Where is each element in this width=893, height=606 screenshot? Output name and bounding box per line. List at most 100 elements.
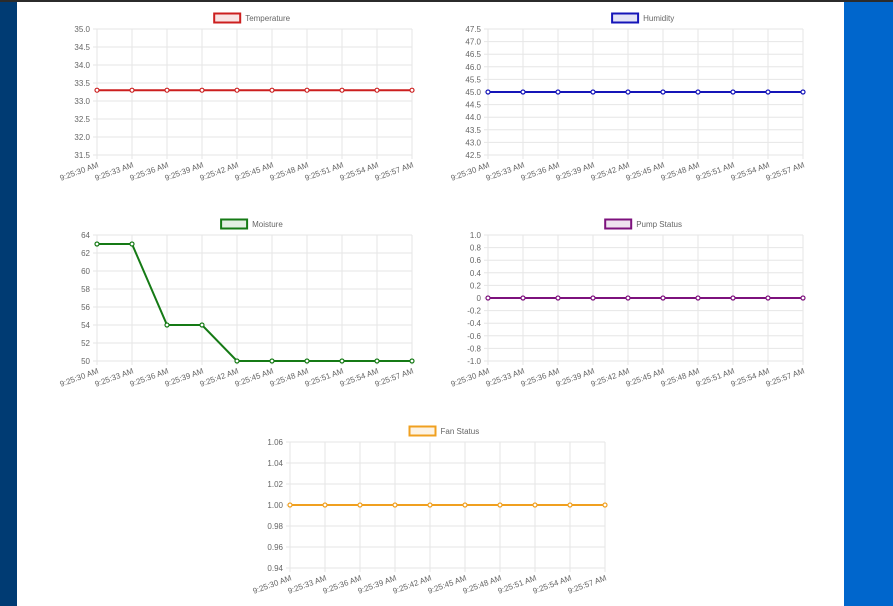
- data-point: [339, 87, 345, 93]
- page-background-left: [0, 2, 17, 606]
- x-tick-label: 9:25:51 AM: [497, 573, 538, 595]
- y-tick-label: 31.5: [74, 151, 90, 160]
- x-tick-label: 9:25:36 AM: [520, 160, 561, 182]
- data-point: [765, 295, 771, 301]
- x-tick-label: 9:25:57 AM: [374, 366, 415, 388]
- x-tick-label: 9:25:33 AM: [485, 160, 526, 182]
- data-point: [427, 502, 433, 508]
- y-tick-label: 58: [81, 285, 90, 294]
- y-tick-label: 34.5: [74, 43, 90, 52]
- legend-swatch: [220, 218, 249, 230]
- series-line: [97, 243, 412, 362]
- x-tick-label: 9:25:36 AM: [129, 160, 170, 182]
- y-tick-label: 1.04: [267, 459, 283, 468]
- data-point: [695, 89, 701, 95]
- y-tick-label: -0.6: [467, 332, 481, 341]
- x-tick-label: 9:25:33 AM: [94, 366, 135, 388]
- x-tick-label: 9:25:51 AM: [695, 366, 736, 388]
- x-tick-label: 9:25:39 AM: [555, 160, 596, 182]
- y-tick-label: 0: [477, 294, 482, 303]
- data-point: [94, 87, 100, 93]
- x-tick-label: 9:25:45 AM: [625, 160, 666, 182]
- y-tick-label: 1.00: [267, 501, 283, 510]
- legend-label: Pump Status: [636, 220, 682, 229]
- x-tick-label: 9:25:42 AM: [590, 366, 631, 388]
- y-tick-label: 46.0: [465, 63, 481, 72]
- y-tick-label: 0.94: [267, 564, 283, 573]
- data-point: [520, 89, 526, 95]
- x-tick-label: 9:25:54 AM: [730, 160, 771, 182]
- data-point: [590, 89, 596, 95]
- y-tick-label: -0.4: [467, 319, 481, 328]
- data-point: [199, 87, 205, 93]
- data-point: [520, 295, 526, 301]
- data-point: [269, 87, 275, 93]
- data-point: [555, 89, 561, 95]
- y-tick-label: 0.98: [267, 522, 283, 531]
- y-tick-label: 52: [81, 339, 90, 348]
- y-tick-label: 33.5: [74, 79, 90, 88]
- data-point: [602, 502, 608, 508]
- temperature-chart: 35.0 34.5 34.0 33.5 33.0 32.5 32.0 31.59:25:30 …: [59, 12, 415, 183]
- y-tick-label: 44.5: [465, 101, 481, 110]
- x-tick-label: 9:25:30 AM: [59, 160, 100, 182]
- data-point: [164, 87, 170, 93]
- y-tick-label: 0.6: [470, 256, 482, 265]
- data-point: [590, 295, 596, 301]
- x-tick-label: 9:25:42 AM: [199, 366, 240, 388]
- x-tick-label: 9:25:33 AM: [94, 160, 135, 182]
- x-tick-label: 9:25:48 AM: [660, 160, 701, 182]
- data-point: [497, 502, 503, 508]
- legend-label: Fan Status: [441, 427, 480, 436]
- grid: [93, 28, 413, 159]
- data-point: [374, 87, 380, 93]
- data-point: [485, 295, 491, 301]
- x-tick-label: 9:25:42 AM: [199, 160, 240, 182]
- grid: [286, 441, 606, 572]
- x-tick-label: 9:25:33 AM: [485, 366, 526, 388]
- y-tick-label: 33.0: [74, 97, 90, 106]
- x-tick-label: 9:25:57 AM: [374, 160, 415, 182]
- y-tick-label: 60: [81, 267, 90, 276]
- x-tick-label: 9:25:51 AM: [304, 160, 345, 182]
- data-point: [199, 322, 205, 328]
- y-tick-label: 1.0: [470, 231, 482, 240]
- y-tick-label: 0.2: [470, 281, 482, 290]
- data-point: [129, 87, 135, 93]
- data-point: [800, 89, 806, 95]
- data-point: [374, 358, 380, 364]
- data-point: [730, 295, 736, 301]
- data-point: [339, 358, 345, 364]
- x-tick-label: 9:25:51 AM: [695, 160, 736, 182]
- fan-status-chart: 1.061.041.021.000.980.960.949:25:30 AM9:…: [252, 425, 608, 596]
- x-tick-label: 9:25:39 AM: [555, 366, 596, 388]
- y-tick-label: 0.96: [267, 543, 283, 552]
- y-tick-label: 45.5: [465, 75, 481, 84]
- data-point: [660, 89, 666, 95]
- legend-label: Temperature: [245, 14, 290, 23]
- data-point: [532, 502, 538, 508]
- x-tick-label: 9:25:48 AM: [269, 160, 310, 182]
- humidity-chart: 47.5 47.0 46.5 46.0 45.5 45.0 44.5 44.0 43.5 43.0…: [450, 12, 806, 183]
- x-tick-label: 9:25:45 AM: [427, 573, 468, 595]
- x-tick-label: 9:25:39 AM: [164, 160, 205, 182]
- x-tick-label: 9:25:45 AM: [234, 160, 275, 182]
- data-point: [304, 87, 310, 93]
- y-tick-label: 34.0: [74, 61, 90, 70]
- grid: [93, 234, 413, 365]
- x-tick-label: 9:25:54 AM: [339, 366, 380, 388]
- data-point: [462, 502, 468, 508]
- x-tick-label: 9:25:33 AM: [287, 573, 328, 595]
- y-tick-label: 47.0: [465, 38, 481, 47]
- x-tick-label: 9:25:30 AM: [59, 366, 100, 388]
- y-tick-label: 50: [81, 357, 90, 366]
- data-point: [164, 322, 170, 328]
- y-tick-label: 0.4: [470, 269, 482, 278]
- legend-swatch: [604, 218, 633, 230]
- x-tick-label: 9:25:54 AM: [730, 366, 771, 388]
- grid: [484, 234, 804, 365]
- x-tick-label: 9:25:45 AM: [234, 366, 275, 388]
- x-tick-label: 9:25:54 AM: [339, 160, 380, 182]
- data-point: [485, 89, 491, 95]
- y-tick-label: 32.5: [74, 115, 90, 124]
